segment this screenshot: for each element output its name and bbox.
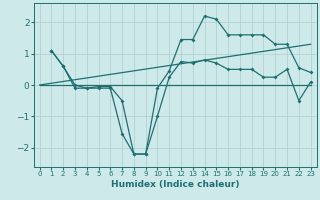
X-axis label: Humidex (Indice chaleur): Humidex (Indice chaleur) <box>111 180 239 189</box>
